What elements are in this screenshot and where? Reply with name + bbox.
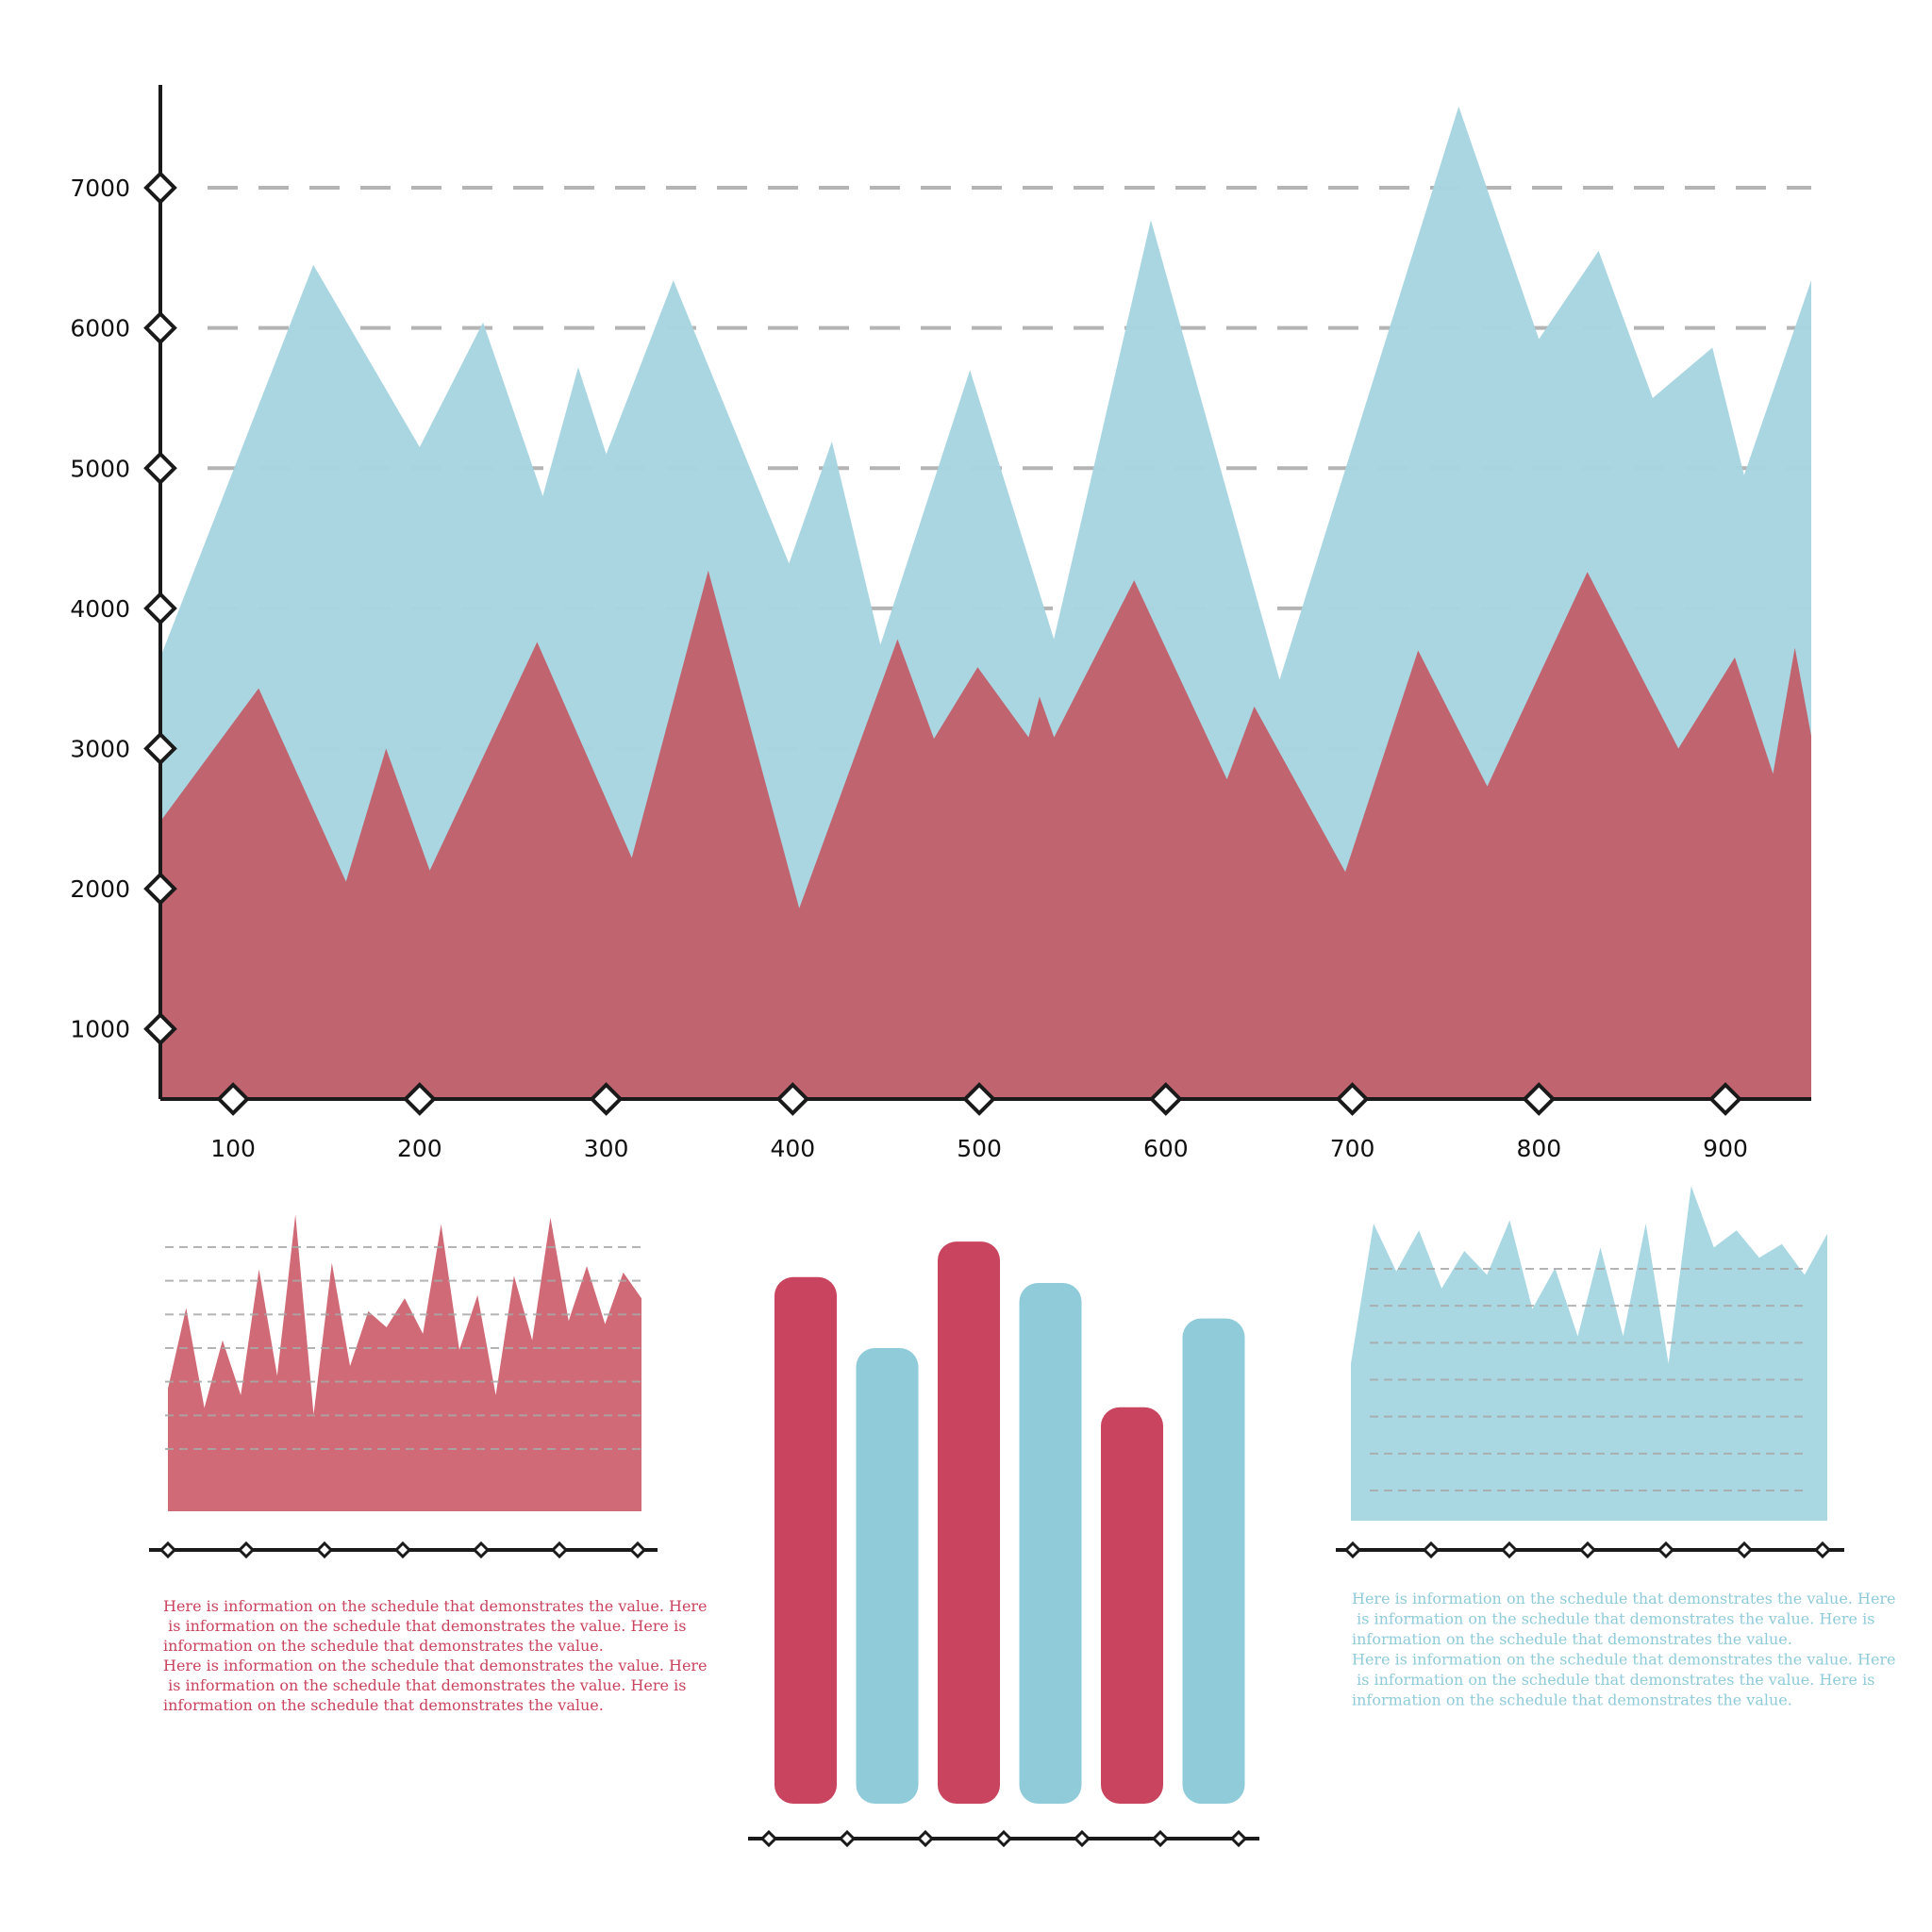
info_red-line-4: Here is information on the schedule that… xyxy=(163,1657,708,1674)
x-tick-label-200: 200 xyxy=(397,1135,442,1162)
x-tick-marker-200 xyxy=(403,1082,437,1116)
bar-2 xyxy=(856,1347,919,1804)
axis-marker-6 xyxy=(1735,1541,1754,1559)
area-series-blue-small xyxy=(1351,1186,1827,1521)
y-tick-label-1000: 1000 xyxy=(70,1016,130,1043)
axis-marker-5 xyxy=(1657,1541,1675,1559)
axis-marker-1 xyxy=(158,1541,177,1559)
axis-marker-6 xyxy=(1151,1829,1170,1848)
y-tick-marker-6000 xyxy=(143,310,177,345)
x-tick-label-700: 700 xyxy=(1330,1135,1375,1162)
x-axis-bars xyxy=(748,1829,1259,1848)
x-tick-label-500: 500 xyxy=(957,1135,1002,1162)
axis-marker-7 xyxy=(1813,1541,1832,1559)
info_red-line-6: information on the schedule that demonst… xyxy=(163,1696,604,1714)
axis-marker-1 xyxy=(1343,1541,1362,1559)
gridlines xyxy=(1370,1268,1805,1491)
y-tick-marker-3000 xyxy=(143,731,177,766)
axis-marker-7 xyxy=(1229,1829,1248,1848)
axis-marker-2 xyxy=(838,1829,857,1848)
bar-4 xyxy=(1019,1282,1082,1804)
bar-5 xyxy=(1101,1407,1163,1804)
info_red-line-3: information on the schedule that demonst… xyxy=(163,1637,604,1655)
axis-marker-1 xyxy=(759,1829,778,1848)
x-tick-marker-900 xyxy=(1708,1082,1742,1116)
axis-marker-4 xyxy=(393,1541,412,1559)
y-tick-label-4000: 4000 xyxy=(70,595,130,623)
x-tick-marker-100 xyxy=(216,1082,250,1116)
small-red-area-chart xyxy=(149,1214,658,1559)
axis-marker-6 xyxy=(550,1541,569,1559)
info_blue-line-1: Here is information on the schedule that… xyxy=(1352,1590,1896,1607)
info_blue-line-4: Here is information on the schedule that… xyxy=(1352,1651,1896,1669)
y-tick-marker-7000 xyxy=(143,171,177,205)
x-tick-label-600: 600 xyxy=(1143,1135,1189,1162)
x-axis-small-red xyxy=(149,1541,658,1559)
axis-marker-2 xyxy=(237,1541,256,1559)
x-tick-label-800: 800 xyxy=(1516,1135,1561,1162)
x-tick-marker-400 xyxy=(775,1082,810,1116)
y-tick-marker-1000 xyxy=(143,1011,177,1046)
small-blue-area-chart xyxy=(1336,1186,1844,1559)
axis-marker-5 xyxy=(1073,1829,1091,1848)
x-tick-marker-700 xyxy=(1335,1082,1370,1116)
area-series-red-small xyxy=(168,1214,641,1511)
y-tick-label-2000: 2000 xyxy=(70,875,130,903)
info-text-red: Here is information on the schedule that… xyxy=(163,1597,708,1714)
y-tick-marker-5000 xyxy=(143,451,177,486)
axis-marker-7 xyxy=(628,1541,647,1559)
area-series-red xyxy=(160,570,1811,1099)
info_blue-line-3: information on the schedule that demonst… xyxy=(1352,1630,1792,1648)
axis-marker-4 xyxy=(994,1829,1013,1848)
bars xyxy=(774,1241,1245,1804)
info_blue-line-5: is information on the schedule that demo… xyxy=(1352,1671,1874,1689)
x-tick-marker-500 xyxy=(962,1082,996,1116)
x-tick-marker-600 xyxy=(1148,1082,1183,1116)
info-text-blue: Here is information on the schedule that… xyxy=(1352,1590,1896,1709)
y-ticks: 1000 2000 3000 4000 5000 6000 7000 xyxy=(70,171,177,1046)
bar-chart xyxy=(748,1241,1259,1848)
axis-marker-3 xyxy=(315,1541,334,1559)
axis-marker-3 xyxy=(916,1829,935,1848)
y-tick-label-7000: 7000 xyxy=(70,175,130,202)
main-area-chart: 1000 2000 3000 4000 5000 6000 7000 100 200 300 40… xyxy=(70,85,1811,1162)
info_red-line-2: is information on the schedule that demo… xyxy=(163,1617,686,1635)
info_red-line-1: Here is information on the schedule that… xyxy=(163,1597,708,1615)
bar-6 xyxy=(1182,1318,1245,1804)
x-tick-marker-800 xyxy=(1522,1082,1557,1116)
bar-1 xyxy=(774,1276,837,1804)
info_blue-line-2: is information on the schedule that demo… xyxy=(1352,1610,1874,1628)
axis-marker-5 xyxy=(472,1541,491,1559)
bar-3 xyxy=(938,1241,1000,1804)
x-tick-marker-300 xyxy=(589,1082,624,1116)
y-tick-label-3000: 3000 xyxy=(70,735,130,762)
x-ticks: 100 200 300 400 500 600 700 800 900 xyxy=(210,1082,1748,1162)
x-tick-label-900: 900 xyxy=(1703,1135,1748,1162)
y-tick-label-5000: 5000 xyxy=(70,455,130,482)
axis-marker-4 xyxy=(1578,1541,1597,1559)
axis-marker-3 xyxy=(1500,1541,1519,1559)
x-axis-small-blue xyxy=(1336,1541,1844,1559)
gridlines xyxy=(165,1246,641,1450)
y-tick-label-6000: 6000 xyxy=(70,315,130,342)
axis-marker-2 xyxy=(1422,1541,1441,1559)
y-tick-marker-2000 xyxy=(143,872,177,906)
x-tick-label-100: 100 xyxy=(210,1135,256,1162)
x-tick-label-400: 400 xyxy=(770,1135,815,1162)
x-tick-label-300: 300 xyxy=(584,1135,629,1162)
y-tick-marker-4000 xyxy=(143,591,177,625)
info_blue-line-6: information on the schedule that demonst… xyxy=(1352,1691,1792,1709)
info_red-line-5: is information on the schedule that demo… xyxy=(163,1676,686,1694)
